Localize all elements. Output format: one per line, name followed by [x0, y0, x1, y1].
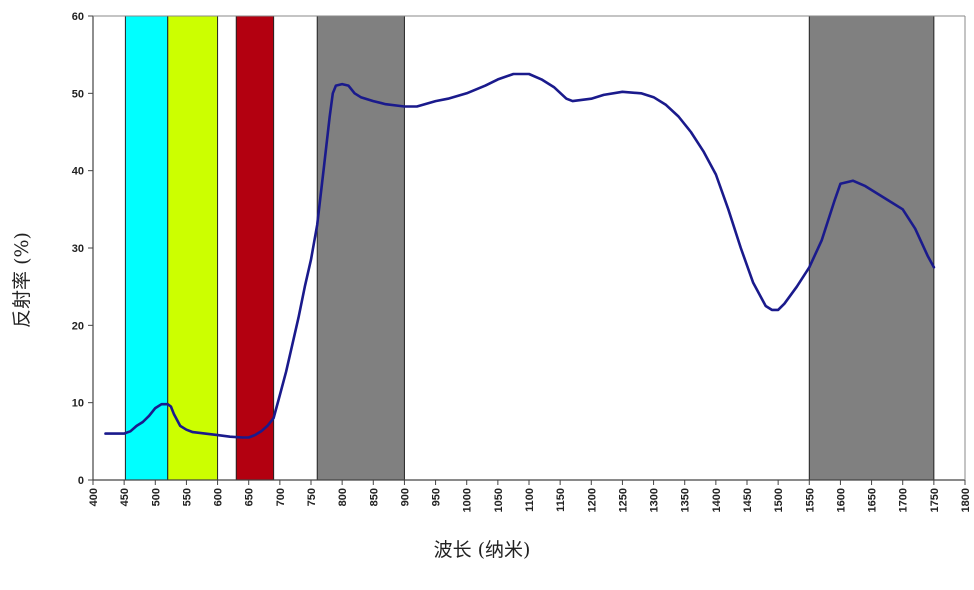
x-tick-label: 700	[275, 488, 287, 506]
spectral-bands	[124, 15, 935, 481]
series-line-0	[104, 72, 936, 439]
x-tick-label: 1600	[835, 488, 847, 512]
x-tick-label: 600	[213, 488, 225, 506]
x-tick-label: 1250	[617, 488, 629, 512]
x-tick-label: 450	[119, 488, 131, 506]
band-0	[124, 15, 169, 481]
x-tick-label: 1350	[680, 488, 692, 512]
y-tick-label: 0	[78, 475, 84, 487]
x-tick-label: 1200	[586, 488, 598, 512]
x-tick-label: 1750	[929, 488, 941, 512]
x-tick-label: 1000	[462, 488, 474, 512]
x-tick-label: 900	[399, 488, 411, 506]
y-tick-label: 20	[72, 320, 84, 332]
x-tick-label: 1500	[773, 488, 785, 512]
x-tick-label: 1700	[898, 488, 910, 512]
band-3	[316, 15, 405, 481]
x-tick-label: 1300	[649, 488, 661, 512]
band-1	[167, 15, 219, 481]
x-tick-label: 550	[181, 488, 193, 506]
band-2	[235, 15, 275, 481]
x-tick-label: 650	[244, 488, 256, 506]
x-axis-title: 波长 (纳米)	[434, 539, 531, 561]
x-tick-label: 800	[337, 488, 349, 506]
x-tick-label: 950	[431, 488, 443, 506]
x-tick-labels: 400 450 500 550 600 650 700 750 800 850 900 950 1000…	[88, 488, 972, 512]
band-4	[808, 15, 935, 481]
x-tick-label: 1650	[867, 488, 879, 512]
series-layer	[104, 72, 936, 439]
x-tick-label: 1400	[711, 488, 723, 512]
y-tick-label: 50	[72, 88, 84, 100]
y-tick-labels: 0 10 20 30 40 50 60	[72, 11, 84, 487]
x-tick-label: 750	[306, 488, 318, 506]
x-tick-label: 1100	[524, 488, 536, 512]
x-tick-label: 1800	[960, 488, 972, 512]
x-tick-label: 850	[368, 488, 380, 506]
y-tick-label: 10	[72, 398, 84, 410]
x-tick-label: 1450	[742, 488, 754, 512]
x-tick-label: 1050	[493, 488, 505, 512]
x-tick-label: 1150	[555, 488, 567, 512]
x-tick-label: 1550	[804, 488, 816, 512]
y-axis-title: 反射率 (%)	[11, 232, 33, 328]
y-tick-label: 30	[72, 243, 84, 255]
y-tick-label: 60	[72, 11, 84, 23]
y-tick-label: 40	[72, 166, 84, 178]
x-tick-label: 500	[150, 488, 162, 506]
x-tick-label: 400	[88, 488, 100, 506]
axes	[88, 15, 966, 485]
